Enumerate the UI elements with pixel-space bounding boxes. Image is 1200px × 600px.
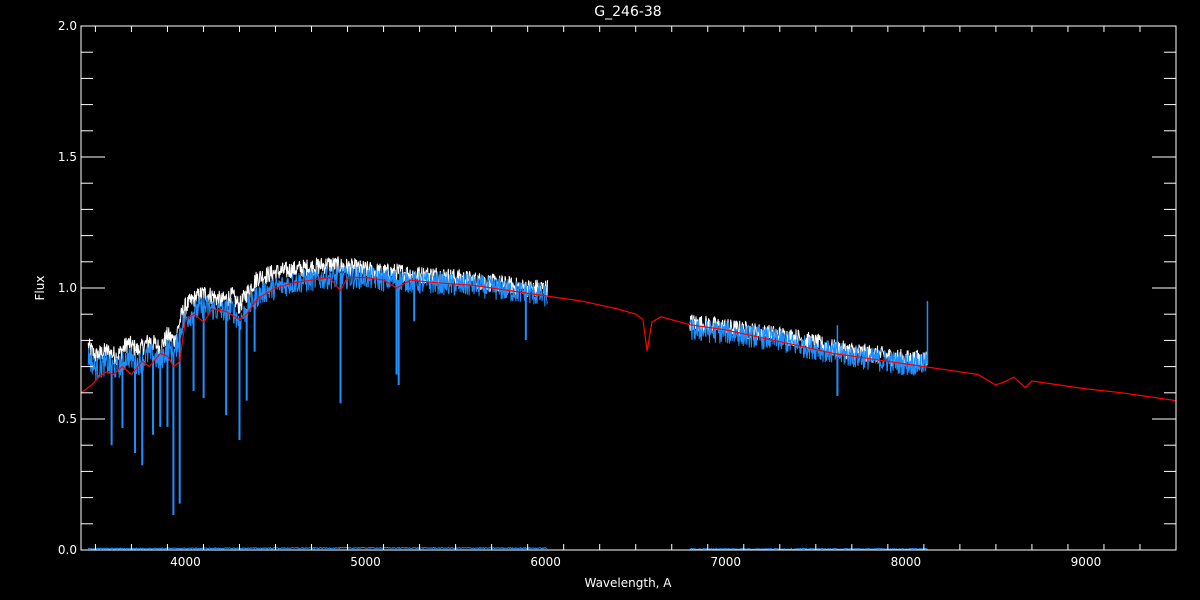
observed-blue-segment-1	[87, 265, 548, 381]
y-tick-label: 0.5	[58, 412, 77, 426]
y-tick-label: 1.5	[58, 150, 77, 164]
axis-ticks: 4000 5000 6000 7000 8000 9000 0.0 0.5 1.0 1.5 2.0	[58, 19, 1177, 569]
x-tick-label: 7000	[710, 555, 741, 569]
x-tick-label: 6000	[530, 555, 561, 569]
observed-blue-segment-2	[689, 317, 928, 376]
model-spectrum-line	[80, 276, 1177, 402]
x-tick-label: 4000	[170, 555, 201, 569]
x-tick-label: 5000	[350, 555, 381, 569]
x-tick-label: 9000	[1071, 555, 1102, 569]
y-tick-label: 0.0	[58, 543, 77, 557]
chart-title: G_246-38	[594, 4, 661, 20]
y-tick-label: 1.0	[58, 281, 77, 295]
error-spectrum-segment-1	[87, 546, 548, 550]
x-tick-label: 8000	[891, 555, 922, 569]
x-axis-label: Wavelength, A	[584, 576, 672, 590]
y-tick-label: 2.0	[58, 19, 77, 33]
y-axis-label: Flux	[33, 276, 47, 301]
plot-frame	[80, 25, 1177, 551]
